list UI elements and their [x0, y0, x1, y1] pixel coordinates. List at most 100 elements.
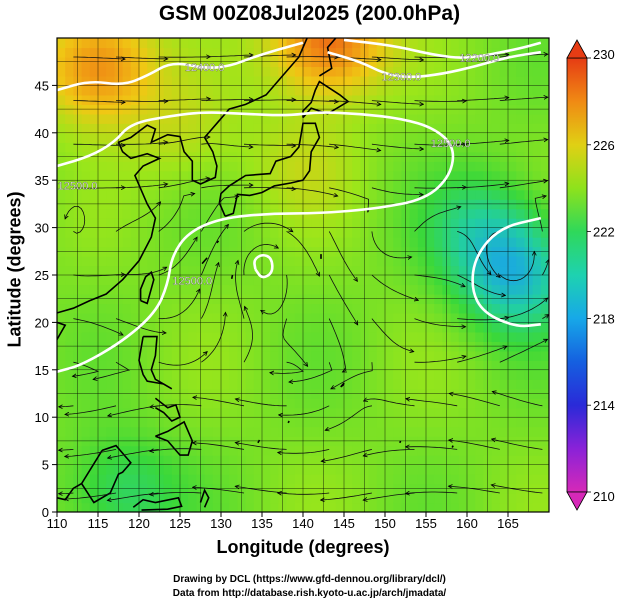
field-cell [262, 132, 271, 143]
field-cell [344, 94, 353, 105]
field-cell [335, 47, 345, 58]
field-cell [335, 189, 345, 200]
field-cell [139, 66, 148, 77]
field-cell [237, 142, 247, 153]
field-cell [499, 256, 509, 267]
field-cell [409, 341, 419, 352]
field-cell [458, 104, 468, 115]
field-cell [532, 483, 542, 494]
field-cell [442, 388, 452, 399]
field-cell [376, 493, 386, 504]
field-cell [147, 56, 156, 68]
field-cell [442, 132, 452, 143]
field-cell [262, 493, 271, 504]
field-cell [212, 113, 222, 124]
field-cell [89, 94, 99, 105]
field-cell [524, 47, 534, 58]
field-cell [188, 303, 197, 314]
field-cell [196, 151, 206, 162]
field-cell [180, 256, 189, 267]
field-cell [245, 322, 255, 333]
field-cell [122, 303, 132, 314]
field-cell [524, 56, 534, 68]
field-cell [114, 208, 124, 219]
field-cell [335, 170, 345, 181]
field-cell [483, 75, 493, 86]
field-cell [409, 502, 419, 512]
field-cell [376, 142, 386, 153]
field-cell [294, 284, 304, 295]
field-cell [450, 360, 460, 371]
field-cell [508, 265, 517, 276]
field-cell [516, 75, 525, 86]
field-cell [319, 180, 329, 191]
field-cell [450, 312, 460, 323]
streamline [200, 225, 228, 276]
field-cell [458, 341, 468, 352]
field-cell [98, 56, 107, 68]
field-cell [204, 436, 214, 447]
field-cell [327, 350, 337, 361]
x-tick-label: 130 [210, 516, 232, 531]
field-cell [81, 502, 91, 512]
field-cell [229, 170, 238, 181]
field-cell [401, 161, 411, 172]
field-cell [253, 123, 263, 134]
field-cell [467, 331, 476, 342]
field-cell [368, 113, 378, 124]
field-cell [122, 369, 132, 380]
field-cell [311, 493, 320, 504]
field-cell [499, 445, 509, 456]
field-cell [442, 483, 452, 494]
field-cell [426, 445, 435, 456]
field-cell [385, 180, 394, 191]
field-cell [98, 483, 107, 494]
field-cell [434, 284, 443, 295]
field-cell [114, 218, 124, 229]
streamline [371, 231, 412, 258]
field-cell [532, 237, 542, 248]
field-cell [524, 94, 534, 105]
field-cell [508, 455, 517, 466]
streamline [371, 274, 418, 300]
field-cell [262, 502, 271, 512]
field-cell [360, 47, 370, 58]
field-cell [57, 379, 66, 390]
field-cell [89, 56, 99, 68]
field-cell [163, 445, 173, 456]
field-cell [65, 445, 74, 456]
field-cell [65, 322, 74, 333]
field-cell [286, 189, 296, 200]
field-cell [409, 331, 419, 342]
coastline [287, 420, 290, 424]
field-cell [139, 180, 148, 191]
field-cell [262, 199, 271, 210]
field-cell [303, 104, 312, 115]
field-cell [221, 208, 230, 219]
field-cell [335, 208, 345, 219]
field-cell [204, 417, 214, 428]
field-cell [508, 189, 517, 200]
field-cell [532, 265, 542, 276]
field-cell [483, 85, 493, 96]
field-cell [508, 312, 517, 323]
field-cell [483, 142, 493, 153]
field-cell [360, 161, 370, 172]
field-cell [171, 436, 181, 447]
field-cell [508, 142, 517, 153]
field-cell [147, 455, 156, 466]
field-cell [262, 123, 271, 134]
field-cell [253, 161, 263, 172]
field-cell [450, 379, 460, 390]
field-cell [65, 426, 74, 437]
field-cell [253, 293, 263, 305]
field-cell [409, 170, 419, 181]
field-cell [180, 170, 189, 181]
field-cell [319, 123, 329, 134]
field-cell [409, 303, 419, 314]
field-cell [368, 132, 378, 143]
field-cell [98, 350, 107, 361]
field-cell [130, 293, 140, 305]
field-cell [467, 322, 476, 333]
field-cell [196, 237, 206, 248]
